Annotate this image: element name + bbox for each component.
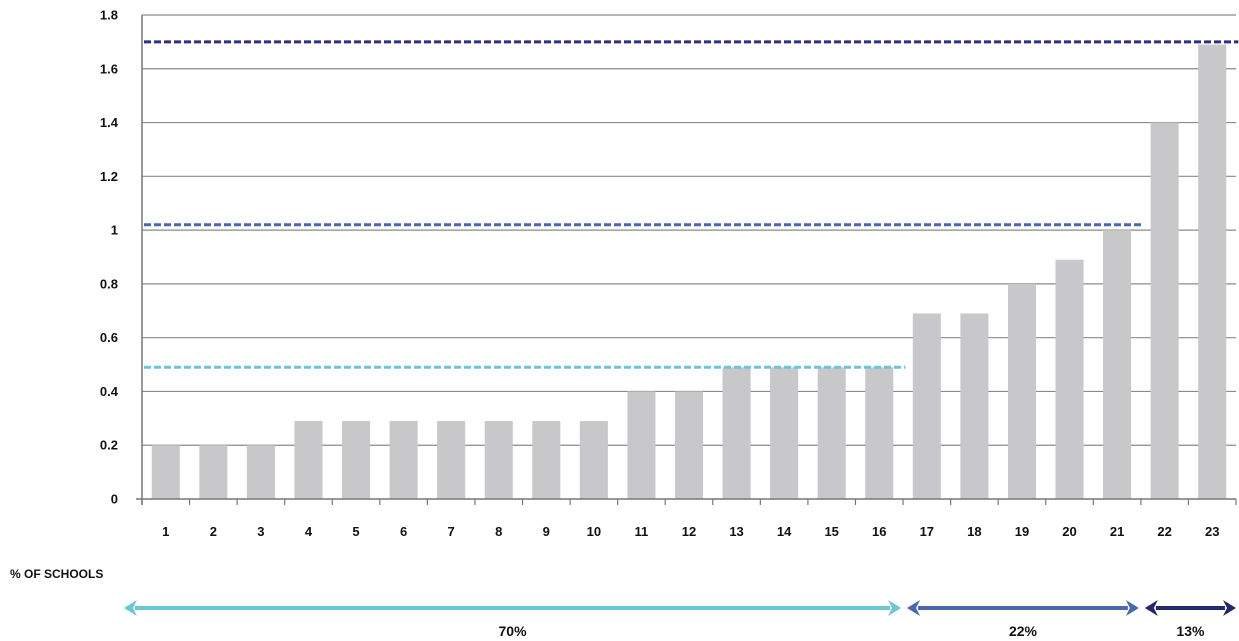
group-arrow-right-head	[1223, 600, 1236, 616]
y-tick-label: 1.4	[100, 115, 119, 130]
x-tick-label: 23	[1205, 524, 1219, 539]
grid-lines	[142, 14, 1236, 446]
x-tick-labels: 1 2 3 4 5 6 7 8 9 10 11 12 13 14 15 16 17 18 19 20 21 22 23	[162, 524, 1219, 539]
groups-caption: % OF SCHOOLS	[10, 567, 103, 581]
bar	[817, 367, 846, 499]
group-arrow-left-head	[124, 600, 137, 616]
y-tick-label: 0.2	[100, 438, 118, 453]
x-tick-label: 3	[257, 524, 264, 539]
bar	[579, 421, 608, 499]
bar	[674, 391, 704, 499]
bar	[627, 391, 656, 499]
bar	[1150, 122, 1179, 500]
x-tick-label: 8	[495, 524, 502, 539]
x-tick-label: 18	[967, 524, 981, 539]
bar	[960, 313, 989, 499]
group-arrow-right-head	[888, 600, 902, 616]
bar	[1198, 44, 1227, 499]
x-tick-label: 1	[162, 524, 169, 539]
bar	[1055, 259, 1084, 499]
x-tick-label: 14	[777, 524, 792, 539]
bars	[151, 44, 1227, 500]
group-arrow-left-head	[907, 600, 921, 616]
bar	[294, 421, 323, 499]
y-tick-label: 1	[111, 223, 118, 238]
group-percent-label: 13%	[1176, 623, 1205, 639]
x-tick-label: 7	[448, 524, 455, 539]
bar	[199, 445, 228, 499]
bar	[342, 421, 371, 499]
axes	[136, 15, 1237, 505]
bar	[770, 367, 799, 499]
bar	[912, 313, 941, 499]
y-tick-label: 1.8	[100, 8, 118, 23]
y-tick-label: 1.2	[100, 169, 118, 184]
x-tick-label: 13	[729, 524, 743, 539]
group-percent-label: 22%	[1009, 623, 1038, 639]
x-tick-label: 2	[210, 524, 217, 539]
reference-lines	[144, 40, 1239, 369]
group-arrow-left-head	[1144, 600, 1158, 616]
bar	[484, 421, 513, 499]
bar	[722, 367, 751, 499]
y-tick-labels: 0 0.2 0.4 0.6 0.8 1 1.2 1.4 1.6 1.8	[100, 8, 119, 507]
y-tick-label: 0.6	[100, 330, 118, 345]
group-arrow-right-head	[1125, 600, 1139, 616]
x-tick-label: 21	[1110, 524, 1124, 539]
bar	[246, 445, 275, 499]
x-tick-label: 9	[543, 524, 550, 539]
group-arrows: 70% 22% 13%	[124, 600, 1236, 639]
bar	[865, 367, 894, 499]
y-tick-label: 0	[111, 492, 118, 507]
x-tick-label: 19	[1015, 524, 1029, 539]
y-tick-label: 0.4	[100, 384, 119, 399]
x-tick-label: 22	[1157, 524, 1171, 539]
bar	[532, 421, 561, 499]
x-tick-label: 12	[682, 524, 696, 539]
x-tick-label: 5	[352, 524, 359, 539]
x-tick-label: 20	[1062, 524, 1076, 539]
bar	[151, 445, 180, 499]
bar	[389, 421, 418, 499]
x-tick-label: 6	[400, 524, 407, 539]
group-percent-label: 70%	[499, 623, 528, 639]
y-tick-label: 0.8	[100, 276, 118, 291]
bar	[1007, 283, 1036, 499]
bar	[1103, 230, 1132, 499]
x-tick-label: 15	[824, 524, 838, 539]
bar	[437, 421, 466, 499]
x-tick-label: 16	[872, 524, 886, 539]
x-tick-label: 17	[920, 524, 934, 539]
x-tick-label: 11	[635, 524, 649, 539]
x-tick-label: 10	[587, 524, 601, 539]
y-tick-label: 1.6	[100, 61, 118, 76]
x-tick-label: 4	[305, 524, 313, 539]
